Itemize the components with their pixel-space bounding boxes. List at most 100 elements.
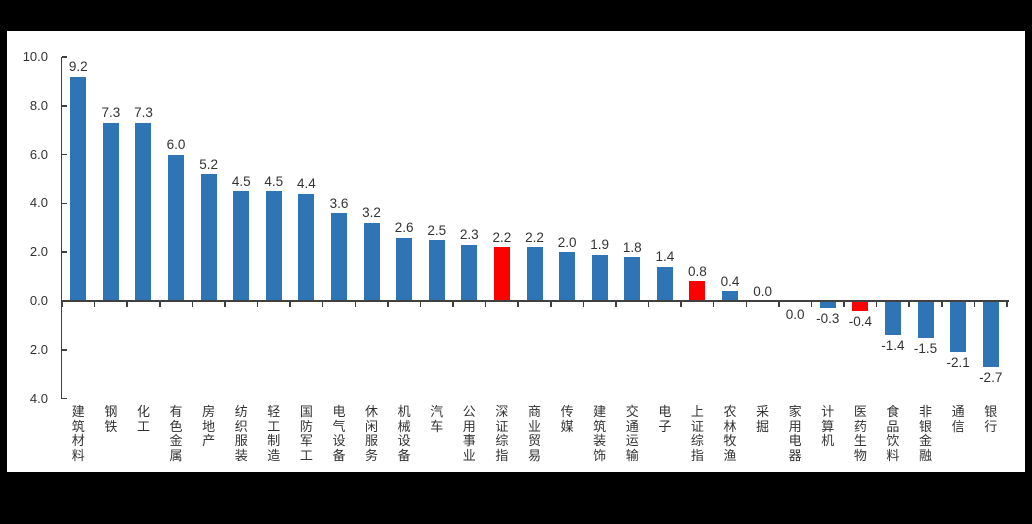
category-label: 轻 工 制 造 (267, 404, 281, 463)
y-tick (62, 397, 67, 400)
bar-value-label: 0.0 (785, 307, 805, 322)
bar (363, 222, 380, 301)
y-axis-tick-label: 4.0 (29, 390, 48, 406)
bar-value-label: 2.2 (492, 229, 512, 245)
x-tick (778, 302, 780, 307)
x-tick (191, 302, 194, 307)
x-tick (321, 302, 324, 307)
x-tick (875, 302, 878, 307)
bar (135, 122, 152, 301)
category-label: 汽 车 (430, 404, 444, 434)
category-label: 家 用 电 器 (788, 404, 802, 463)
x-tick (256, 302, 259, 307)
x-tick (126, 302, 128, 307)
bar (461, 244, 478, 301)
x-tick (452, 302, 454, 307)
bar (526, 247, 543, 301)
category-label: 非 银 金 融 (919, 404, 933, 463)
category-label: 商 业 贸 易 (527, 404, 541, 463)
category-label: 农 林 牧 渔 (723, 404, 737, 463)
x-tick (517, 302, 519, 307)
y-axis-tick-label: 0.0 (29, 293, 48, 308)
bar-value-label: 1.8 (622, 239, 642, 255)
bar-value-label: 3.2 (362, 205, 381, 221)
category-label: 纺 织 服 装 (234, 404, 248, 463)
x-tick (419, 302, 422, 307)
bar (982, 301, 999, 367)
bar-value-label: 6.0 (166, 137, 186, 153)
bar-value-label: 2.3 (459, 227, 479, 243)
bar (428, 240, 445, 301)
x-tick (843, 302, 845, 307)
bar (591, 254, 608, 301)
bar-highlighted (493, 247, 510, 301)
bar-value-label: 5.2 (199, 156, 219, 172)
bar-value-label: 7.3 (134, 105, 153, 121)
category-label: 食 品 饮 料 (886, 404, 900, 463)
x-tick (745, 302, 748, 307)
x-tick (484, 302, 487, 307)
bar (559, 252, 576, 301)
category-label: 机 械 设 备 (397, 404, 411, 463)
bar (819, 301, 836, 309)
category-label: 有 色 金 属 (169, 404, 183, 463)
category-label: 建 筑 材 料 (71, 404, 85, 463)
y-axis-tick-label: 10.0 (22, 49, 48, 64)
category-label: 建 筑 装 饰 (593, 404, 607, 463)
x-tick (810, 302, 813, 307)
bar (102, 122, 119, 301)
bar-value-label: -1.4 (881, 338, 905, 354)
bar-value-label: 1.4 (655, 249, 675, 265)
chart-panel: 9.2 建 筑 材 料 7.3 钢 铁 7.3 化 工 6.0 有 色 金 属 5.2 房 地 产… (7, 31, 1025, 472)
x-tick (61, 302, 63, 307)
x-tick (93, 302, 96, 307)
x-tick (941, 302, 943, 307)
category-label: 交 通 运 输 (625, 404, 639, 463)
x-tick (615, 302, 617, 307)
bar (917, 301, 934, 338)
bar-highlighted (689, 281, 706, 301)
x-tick (289, 302, 291, 307)
category-label: 医 药 生 物 (853, 404, 867, 463)
bar (200, 174, 217, 301)
bar-value-label: 9.2 (68, 59, 88, 75)
bar-value-label: 4.5 (231, 173, 251, 189)
category-label: 化 工 (136, 404, 150, 434)
x-tick (387, 302, 389, 307)
bar (298, 193, 315, 301)
bar (624, 257, 641, 301)
category-label: 公 用 事 业 (462, 404, 476, 463)
category-label: 上 证 综 指 (690, 404, 704, 463)
category-label: 通 信 (951, 404, 965, 434)
bar-value-label: -2.1 (946, 355, 970, 371)
bar-value-label: 2.6 (394, 220, 414, 236)
y-tick (62, 202, 67, 205)
bar (950, 301, 967, 353)
bar-value-label: 1.9 (590, 237, 610, 253)
bar-value-label: 2.5 (427, 222, 447, 238)
x-tick (712, 302, 715, 307)
x-tick (973, 302, 976, 307)
x-tick (550, 302, 552, 307)
y-axis-tick-label: 6.0 (29, 146, 48, 162)
bar-value-label: -0.4 (848, 313, 872, 329)
bar (396, 237, 413, 301)
y-tick (62, 251, 67, 253)
x-tick (647, 302, 650, 307)
y-axis-tick-label: 8.0 (29, 97, 48, 113)
y-tick (62, 153, 67, 156)
category-label: 钢 铁 (104, 404, 118, 434)
bar-value-label: 0.4 (720, 273, 740, 289)
category-label: 计 算 机 (821, 404, 835, 448)
bar-chart: 9.2 建 筑 材 料 7.3 钢 铁 7.3 化 工 6.0 有 色 金 属 5.2 房 地 产… (7, 31, 1025, 472)
category-label: 房 地 产 (202, 404, 216, 448)
y-tick (62, 349, 67, 351)
bar-value-label: -2.7 (979, 369, 1003, 385)
category-label: 采 掘 (756, 404, 770, 434)
bar-value-label: 2.2 (525, 229, 544, 245)
bar-value-label: 4.5 (264, 173, 284, 189)
bar-value-label: 3.6 (329, 195, 349, 211)
category-label: 深 证 综 指 (495, 404, 509, 463)
x-axis (60, 300, 1009, 302)
x-tick (224, 302, 226, 307)
